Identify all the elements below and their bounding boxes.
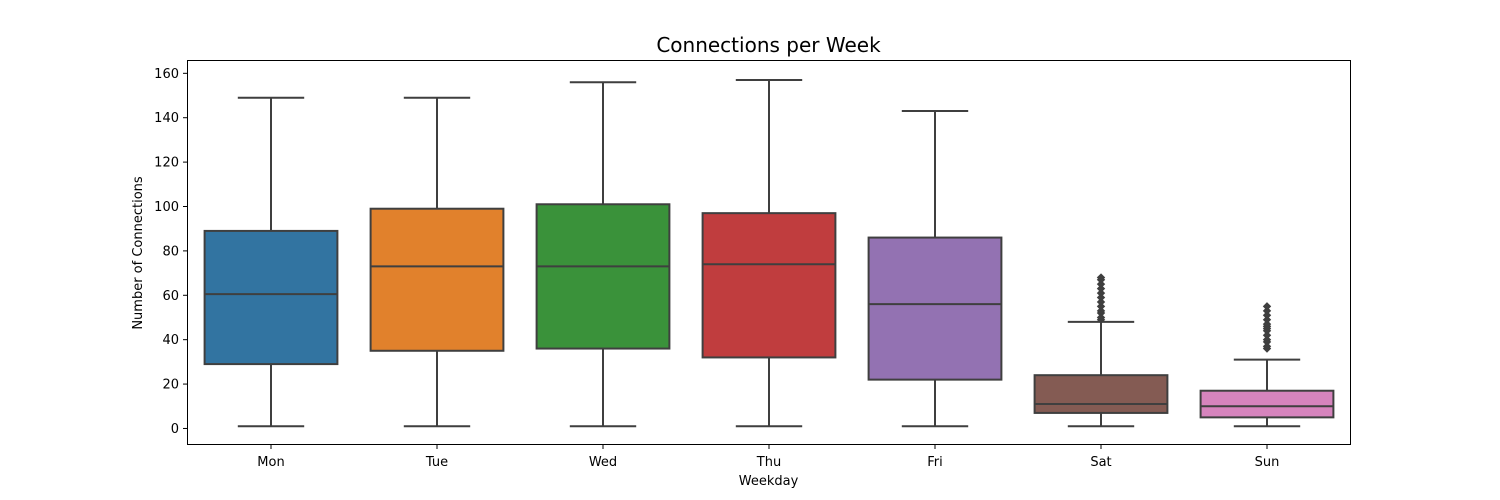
x-axis-title: Weekday (739, 474, 799, 489)
outlier-point-sat (1096, 306, 1106, 316)
box-wed (535, 203, 671, 350)
x-tick-label-tue: Tue (425, 455, 448, 470)
box-sat (1033, 374, 1169, 414)
outlier-point-sat (1096, 288, 1106, 298)
box-tue (369, 207, 505, 352)
outlier-point-sat (1096, 293, 1106, 302)
x-tick-label-sat: Sat (1090, 455, 1111, 470)
y-axis-title: Number of Connections (131, 176, 146, 330)
outlier-point-sat (1096, 279, 1106, 289)
box-mon (203, 229, 339, 366)
box-sun (1199, 389, 1335, 419)
y-tick-label: 20 (162, 378, 179, 393)
outlier-point-sun (1262, 331, 1272, 340)
x-tick-label-thu: Thu (756, 455, 781, 470)
y-tick-label: 60 (162, 289, 179, 304)
outlier-point-sat (1096, 284, 1106, 293)
y-tick-label: 140 (154, 111, 179, 126)
y-tick-label: 0 (171, 422, 179, 437)
outlier-point-sun (1262, 311, 1272, 320)
outlier-point-sat (1096, 302, 1106, 311)
outlier-point-sat (1096, 273, 1106, 282)
chart-title: Connections per Week (656, 33, 881, 57)
plot-layer: 0 20 40 60 80 100 120 140 160 Mon Tue Wed Thu Fri Sat S… (154, 67, 1335, 470)
plot-frame (187, 60, 1351, 445)
box-thu (701, 212, 837, 359)
y-tick-label: 120 (154, 156, 179, 171)
y-tick-label: 100 (154, 200, 179, 215)
outlier-point-sun (1262, 342, 1272, 351)
x-tick-label-wed: Wed (589, 455, 617, 470)
outlier-point-sun (1262, 302, 1272, 311)
outlier-point-sat (1096, 297, 1106, 307)
x-tick-label-mon: Mon (257, 455, 284, 470)
outlier-point-sat (1096, 313, 1106, 322)
outlier-point-sun (1262, 319, 1272, 329)
box-fri (867, 236, 1003, 381)
y-tick-label: 160 (154, 67, 179, 82)
y-tick-label: 40 (162, 333, 179, 348)
y-tick-label: 80 (162, 244, 179, 259)
outlier-point-sun (1262, 315, 1272, 324)
x-tick-label-fri: Fri (927, 455, 943, 470)
x-tick-label-sun: Sun (1255, 455, 1280, 470)
outlier-point-sun (1262, 306, 1272, 316)
outlier-point-sun (1262, 335, 1272, 344)
